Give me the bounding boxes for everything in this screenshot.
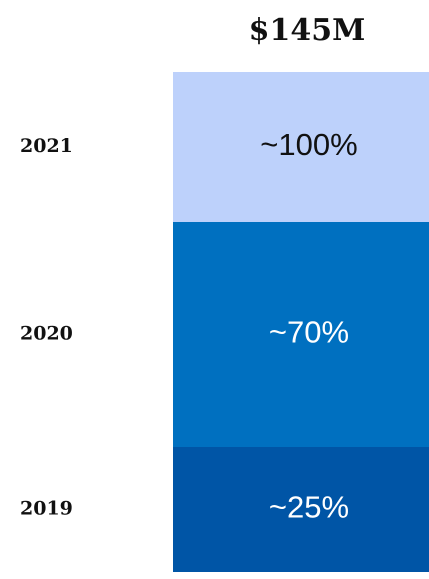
category-label: 2020 — [20, 323, 73, 345]
category-label: 2019 — [20, 498, 73, 520]
bar-segment — [173, 222, 429, 447]
segment-label: ~25% — [269, 490, 349, 525]
bar-segment — [173, 72, 429, 222]
chart-title: $145M — [249, 13, 366, 48]
segment-label: ~100% — [260, 127, 357, 162]
bar-segment — [173, 447, 429, 572]
segment-label: ~70% — [269, 315, 349, 350]
category-label: 2021 — [20, 135, 73, 157]
